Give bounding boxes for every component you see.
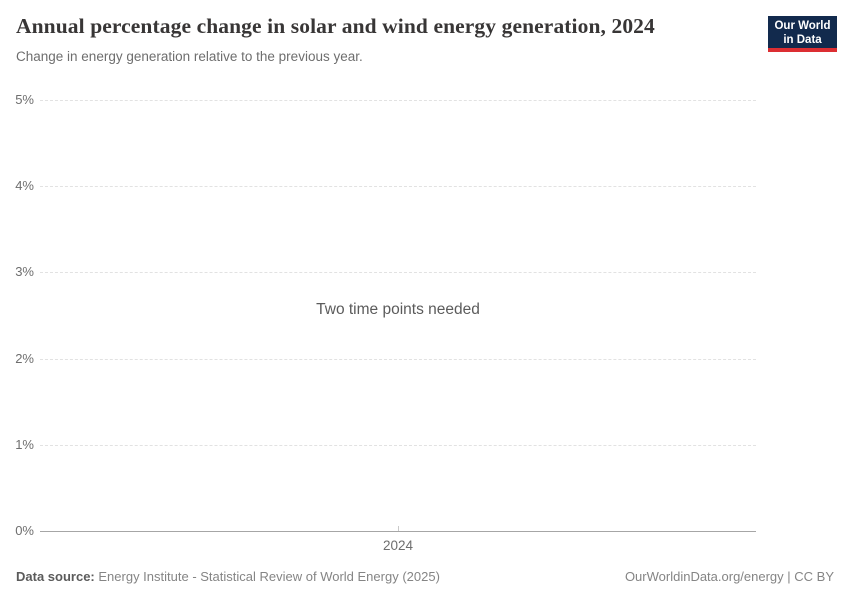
chart-title: Annual percentage change in solar and wi…: [16, 14, 655, 38]
owid-logo-line2: in Data: [783, 33, 822, 46]
empty-state-message: Two time points needed: [316, 301, 480, 318]
data-source: Data source: Energy Institute - Statisti…: [16, 569, 440, 584]
y-tick-label: 3%: [15, 264, 34, 279]
gridline: [40, 272, 756, 273]
y-tick-label: 1%: [15, 437, 34, 452]
x-axis-line: [40, 531, 756, 532]
y-tick-label: 4%: [15, 178, 34, 193]
owid-logo-line1: Our World: [774, 20, 831, 32]
gridline: [40, 445, 756, 446]
owid-logo[interactable]: Our World in Data: [768, 16, 837, 52]
license-link[interactable]: OurWorldinData.org/energy | CC BY: [624, 569, 834, 584]
gridline: [40, 359, 756, 360]
y-tick-label: 5%: [15, 92, 34, 107]
chart-subtitle: Change in energy generation relative to …: [16, 49, 363, 64]
data-source-value: Energy Institute - Statistical Review of…: [98, 569, 440, 584]
x-tick-mark: [398, 526, 399, 531]
data-source-label: Data source:: [16, 569, 95, 584]
y-tick-label: 2%: [15, 351, 34, 366]
y-tick-label: 0%: [15, 523, 34, 538]
gridline: [40, 186, 756, 187]
chart-footer: Data source: Energy Institute - Statisti…: [16, 569, 834, 584]
gridline: [40, 100, 756, 101]
x-tick-label: 2024: [382, 538, 414, 553]
